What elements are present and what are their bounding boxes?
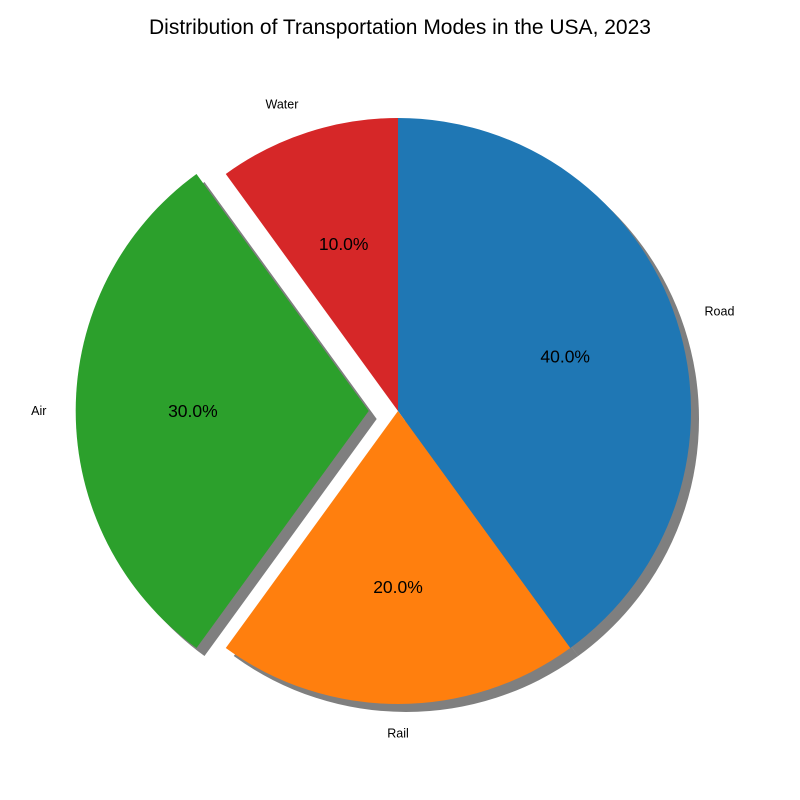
label-rail: Rail <box>387 726 409 740</box>
pie-slices <box>75 118 691 705</box>
pie-labels: Road 40.0% Rail 20.0% Air 30.0% Water 10.0% <box>31 97 734 740</box>
slice-road <box>398 118 691 649</box>
percent-road: 40.0% <box>540 347 590 367</box>
percent-rail: 20.0% <box>373 577 423 597</box>
slice-rail <box>225 411 571 705</box>
chart-title: Distribution of Transportation Modes in … <box>149 16 651 39</box>
slice-air <box>75 173 369 649</box>
percent-water: 10.0% <box>319 234 369 254</box>
label-road: Road <box>705 304 735 318</box>
label-water: Water <box>266 97 299 111</box>
percent-air: 30.0% <box>168 401 218 421</box>
slice-water <box>225 118 398 411</box>
label-air: Air <box>31 404 46 418</box>
